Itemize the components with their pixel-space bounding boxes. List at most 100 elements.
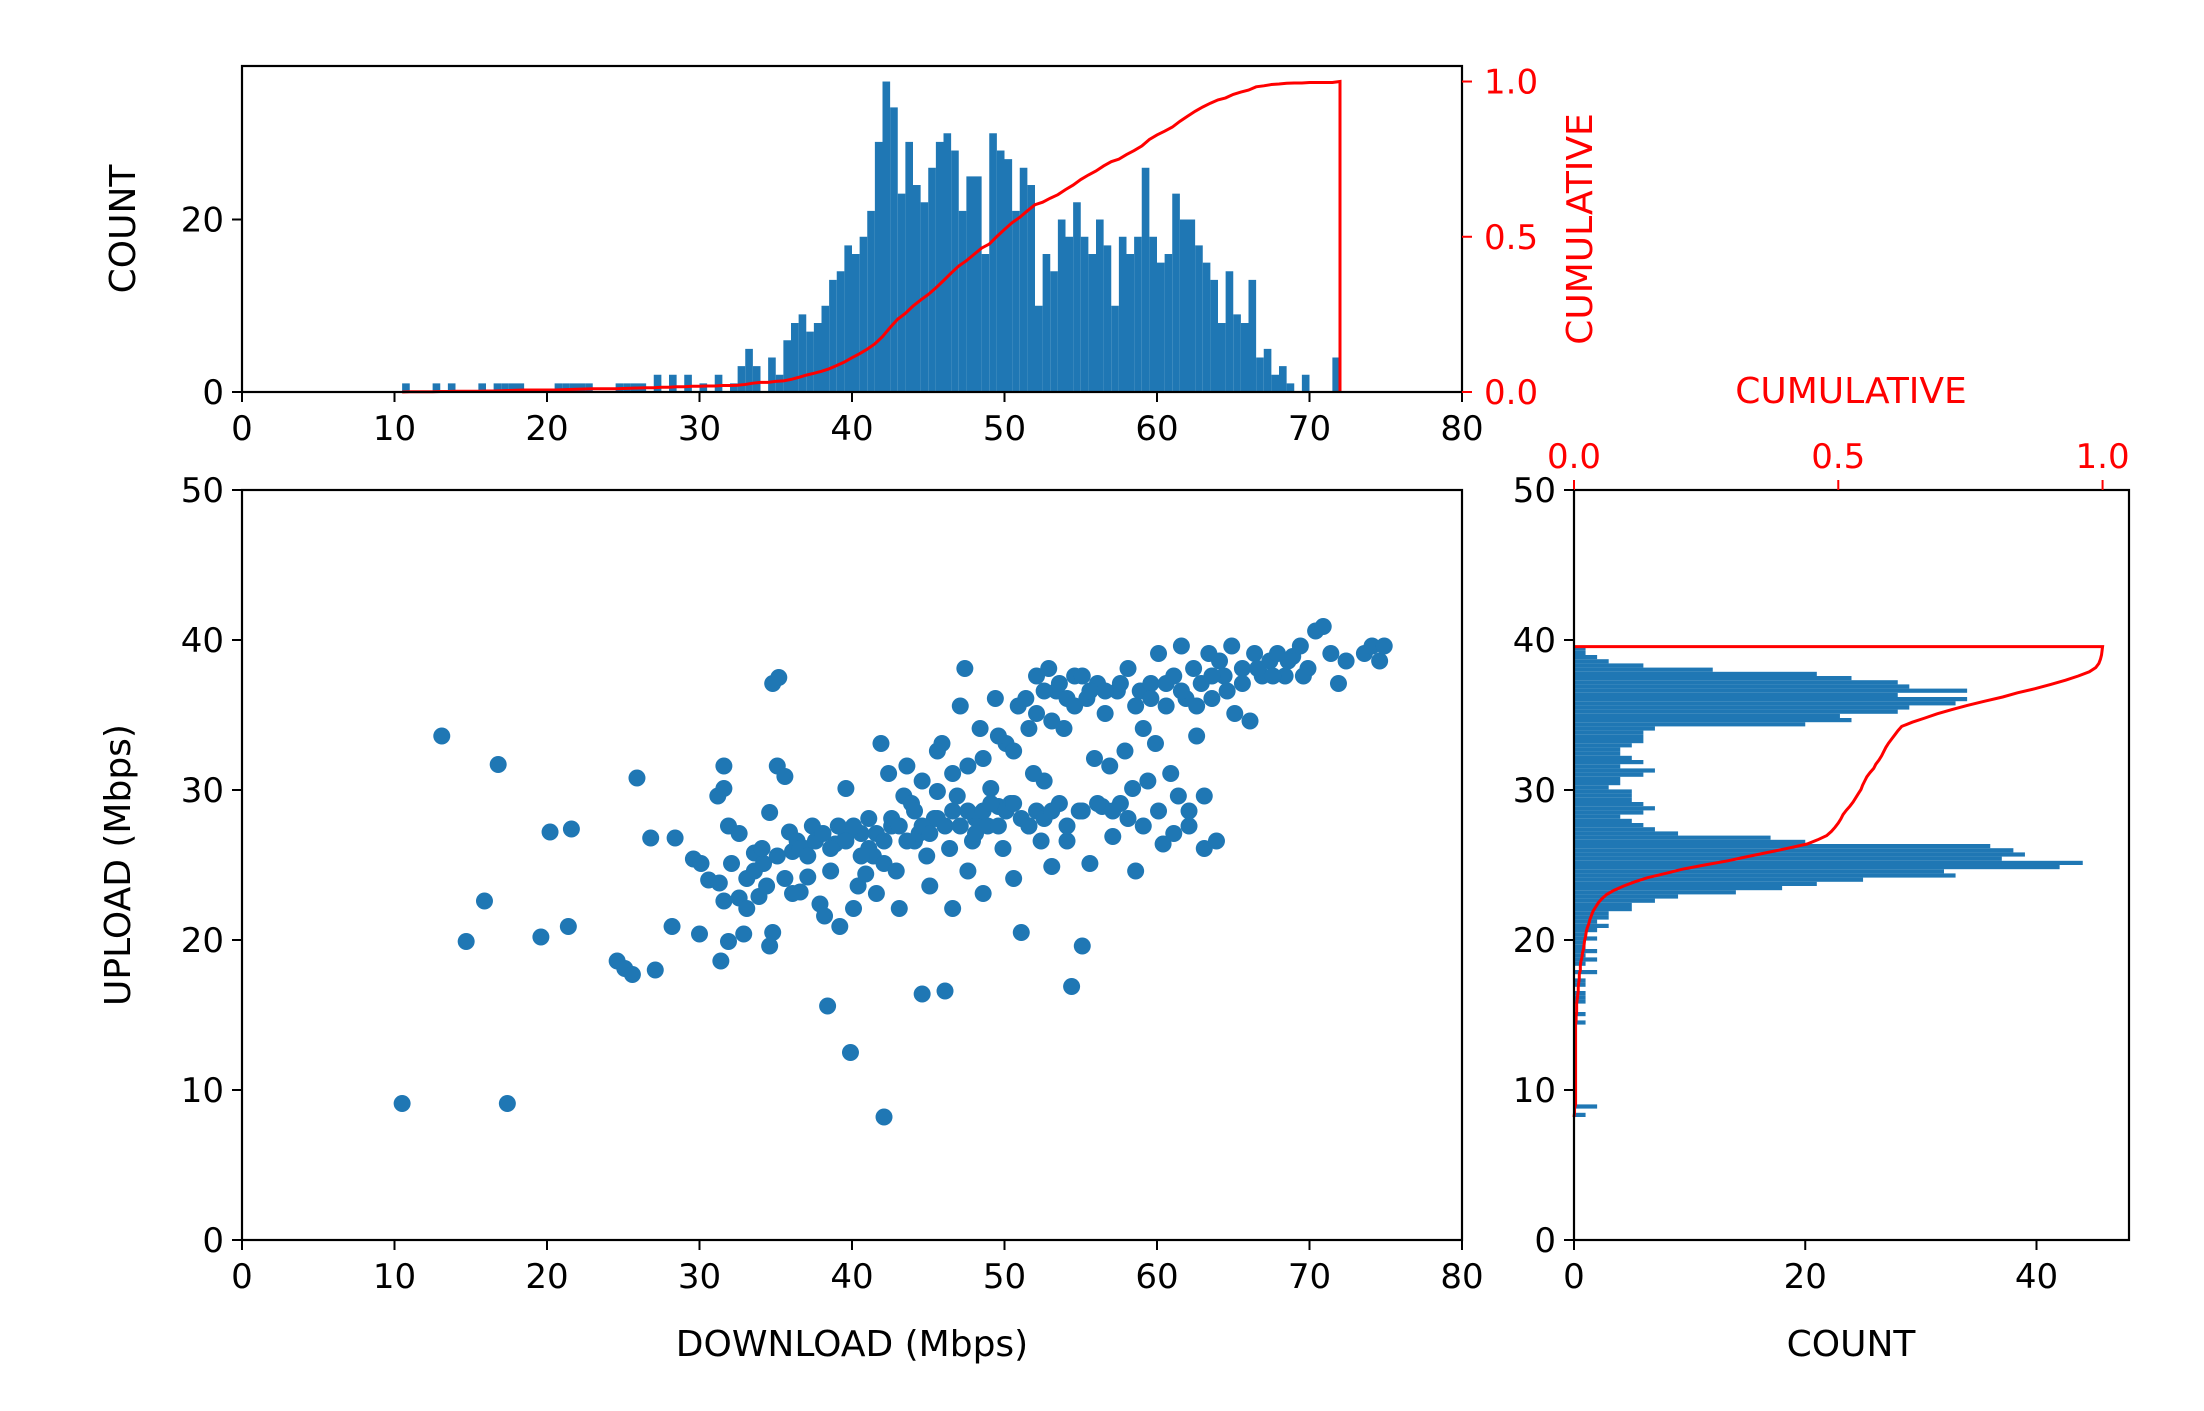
scatter-point — [1073, 937, 1091, 955]
scatter-point — [974, 885, 992, 902]
right-bar — [1574, 781, 1621, 786]
top-bar — [1157, 262, 1165, 392]
right-y-tick-label: 50 — [1513, 471, 1556, 511]
right-bar — [1574, 848, 2014, 853]
scatter-point — [845, 817, 863, 835]
scatter-point — [841, 1044, 859, 1061]
right-bar — [1574, 810, 1644, 815]
scatter-point — [816, 907, 834, 925]
scatter-y-tick-label: 10 — [181, 1071, 224, 1111]
scatter-point — [898, 832, 916, 850]
right-bar — [1574, 655, 1598, 660]
scatter-panel: 0 10 20 30 40 50 60 70 80 0 10 20 30 40 50 DOWNLOAD (… — [98, 471, 1484, 1365]
right-bar — [1574, 646, 1586, 651]
right-bar — [1574, 764, 1621, 769]
scatter-point — [562, 820, 580, 838]
right-bar — [1574, 835, 1771, 840]
scatter-point — [1203, 690, 1221, 707]
scatter-point — [936, 817, 954, 835]
right-bar — [1574, 907, 1632, 912]
scatter-point — [784, 885, 802, 902]
top-bar — [798, 314, 807, 392]
top-bar — [1218, 323, 1226, 392]
scatter-point — [770, 669, 788, 686]
right-bar — [1574, 865, 2060, 870]
top-histogram-panel: 0 10 20 30 40 50 60 70 80 0 20 0.0 0.5 1.0 COUNT CU… — [103, 63, 1601, 449]
scatter-point — [1226, 705, 1244, 722]
right-bar — [1574, 970, 1598, 975]
top-bar — [836, 271, 845, 392]
scatter-point — [1146, 735, 1164, 752]
scatter-point — [1081, 855, 1099, 872]
scatter-x-ticks: 0 10 20 30 40 50 60 70 80 — [231, 1240, 1484, 1297]
right-x2-ticks: 0.0 0.5 1.0 — [1547, 437, 2130, 490]
scatter-point — [799, 868, 817, 886]
top-x-tick-label: 40 — [830, 409, 873, 449]
right-bar — [1574, 881, 1817, 886]
right-bar — [1574, 760, 1644, 765]
top-x-tick-label: 80 — [1440, 409, 1483, 449]
scatter-y-tick-label: 20 — [181, 921, 224, 961]
top-bar — [1172, 193, 1180, 392]
top-x-tick-label: 50 — [983, 409, 1026, 449]
right-bar — [1574, 793, 1632, 798]
scatter-point — [730, 825, 748, 842]
scatter-point — [890, 817, 908, 835]
scatter-point — [1142, 690, 1160, 707]
top-bar — [852, 254, 860, 392]
scatter-y-tick-label: 30 — [181, 771, 224, 811]
top-bar — [699, 383, 708, 392]
scatter-point — [1017, 690, 1035, 707]
right-y-tick-label: 20 — [1513, 921, 1556, 961]
scatter-point — [1165, 825, 1183, 842]
right-y-tick-label: 30 — [1513, 771, 1556, 811]
right-bar — [1574, 802, 1644, 807]
scatter-point — [986, 690, 1004, 707]
scatter-point — [1020, 720, 1038, 737]
top-x-tick-label: 60 — [1135, 409, 1178, 449]
scatter-point — [944, 765, 962, 782]
top-bar — [874, 141, 883, 392]
top-bar — [958, 210, 967, 392]
scatter-point — [628, 769, 646, 787]
right-bar — [1574, 827, 1655, 832]
scatter-point — [1241, 712, 1259, 730]
top-bar — [1256, 357, 1264, 392]
right-bar — [1574, 747, 1621, 752]
top-bar — [447, 383, 456, 392]
scatter-point — [1035, 682, 1053, 700]
scatter-point — [845, 900, 863, 917]
scatter-point — [831, 918, 849, 935]
right-bar — [1574, 650, 1586, 655]
top-bar — [1035, 305, 1043, 392]
right-bar — [1574, 902, 1632, 907]
scatter-x-tick-label: 30 — [678, 1257, 721, 1297]
scatter-point — [1066, 697, 1084, 715]
top-bar — [989, 133, 997, 392]
scatter-point — [1150, 645, 1168, 662]
right-bar — [1574, 949, 1598, 954]
top-x-tick-label: 0 — [231, 409, 253, 449]
scatter-point — [951, 817, 969, 835]
right-bar — [1574, 1112, 1586, 1117]
top-x-ticks: 0 10 20 30 40 50 60 70 80 — [231, 392, 1484, 449]
scatter-point — [1116, 742, 1134, 760]
scatter-point — [928, 742, 946, 760]
top-bar — [928, 167, 936, 392]
scatter-point — [852, 847, 870, 865]
scatter-point — [768, 847, 786, 865]
scatter-point — [1162, 765, 1180, 782]
right-bar — [1574, 684, 1910, 689]
right-bar — [1574, 1104, 1598, 1109]
right-bar — [1574, 839, 1806, 844]
top-bar — [859, 236, 868, 392]
scatter-y-tick-label: 50 — [181, 471, 224, 511]
scatter-point — [1185, 660, 1203, 677]
top-bar — [752, 366, 761, 392]
top-bar — [1042, 254, 1051, 392]
right-bar — [1574, 991, 1586, 996]
right-bar — [1574, 659, 1609, 664]
right-bar — [1574, 919, 1598, 924]
right-bar — [1574, 688, 1968, 693]
